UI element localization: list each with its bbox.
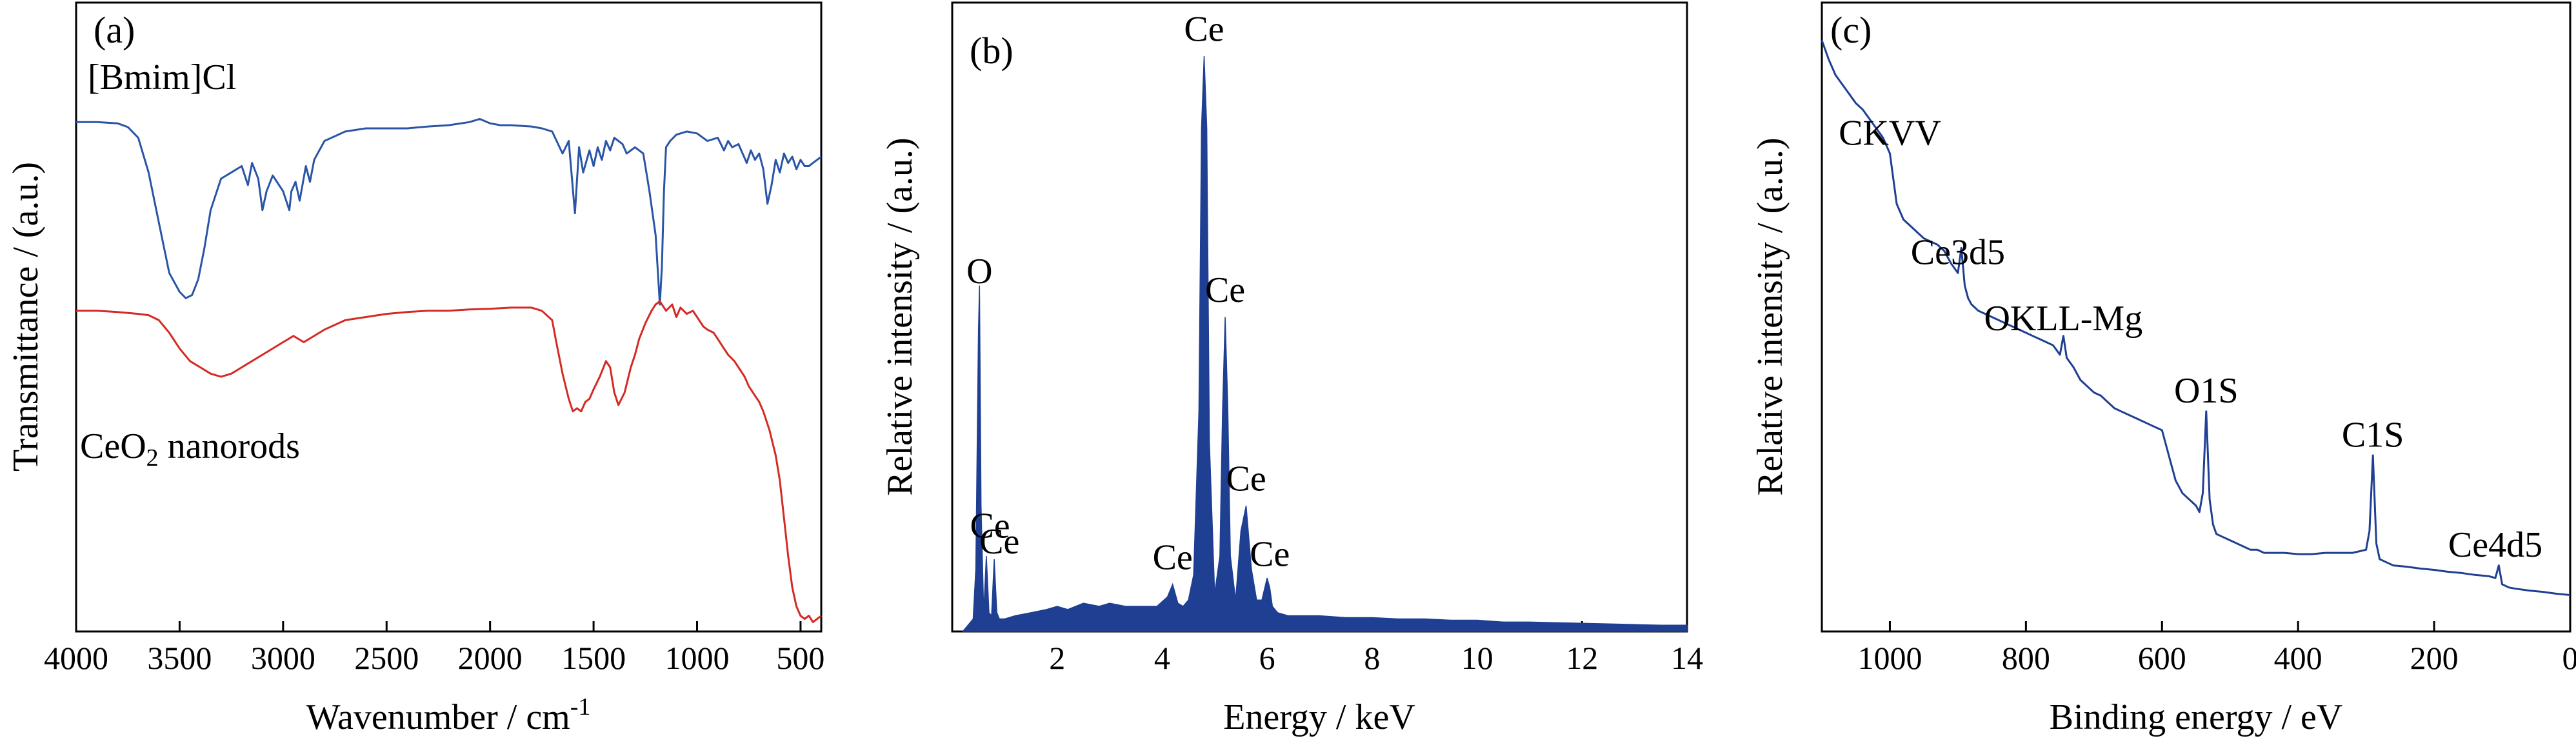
panel-b-x-tick-label-0: 2 xyxy=(1049,640,1065,676)
panel-c-label: (c) xyxy=(1830,9,1872,51)
panel-c-x-tick-label-1: 800 xyxy=(2002,640,2050,676)
panel-b-frame xyxy=(951,1,1688,633)
panel-a-series xyxy=(76,117,822,623)
panel-c-x-tick-label-2: 600 xyxy=(2138,640,2186,676)
series-label-ceo2: CeO2 nanorods xyxy=(80,426,300,472)
panel-c-x-tick-label-5: 0 xyxy=(2562,640,2576,676)
panel-a-x-tick-label-0: 4000 xyxy=(44,640,108,676)
panel-b-annotation-5: Ce xyxy=(1205,270,1245,310)
series-label-bmimcl: [Bmim]Cl xyxy=(88,57,236,97)
panel-c-x-tick-label-0: 1000 xyxy=(1857,640,1922,676)
panel-c-annotation-3: O1S xyxy=(2174,371,2239,411)
panel-b-x-tick-label-4: 10 xyxy=(1461,640,1493,676)
panel-a: (a) [Bmim]Cl CeO2 nanorods 4000 3500 3000 2… xyxy=(6,1,824,737)
panel-a-x-tick-label-3: 2500 xyxy=(354,640,419,676)
panel-c-x-tick-label-3: 400 xyxy=(2274,640,2322,676)
panel-a-x-axis-label: Wavenumber / cm-1 xyxy=(306,693,591,737)
panel-a-x-tick-label-1: 3500 xyxy=(147,640,212,676)
panel-b-annotation-4: Ce xyxy=(1184,9,1224,49)
panel-c: (c) 1000 800 600 400 200 0 CKVV Ce3d5 OKLL-Mg O1… xyxy=(1750,1,2576,737)
panel-c-series-0 xyxy=(1821,39,2571,596)
panel-a-x-tick-label-4: 2000 xyxy=(458,640,523,676)
panel-a-x-tick-label-7: 500 xyxy=(776,640,824,676)
panel-c-annotation-2: OKLL-Mg xyxy=(1984,299,2142,339)
panel-c-annotation-0: CKVV xyxy=(1839,113,1941,153)
panel-c-x-ticks: 1000 800 600 400 200 0 xyxy=(1857,621,2576,676)
panel-c-y-axis-label: Relative intensity / (a.u.) xyxy=(1750,137,1790,495)
panel-b-x-tick-label-3: 8 xyxy=(1364,640,1380,676)
panel-b-x-axis-label: Energy / keV xyxy=(1223,697,1415,737)
series-label-ceo2-sub: 2 xyxy=(146,444,159,472)
panel-b-y-axis-label: Relative intensity / (a.u.) xyxy=(880,137,920,495)
panel-b-annotation-2: Ce xyxy=(979,522,1019,562)
panel-c-annotation-4: C1S xyxy=(2342,415,2404,455)
panel-a-series-0 xyxy=(76,117,822,306)
panel-b-label: (b) xyxy=(970,30,1013,72)
panel-a-x-tick-label-6: 1000 xyxy=(665,640,730,676)
panel-a-x-axis-label-text: Wavenumber / cm xyxy=(306,697,570,737)
panel-a-x-tick-label-2: 3000 xyxy=(251,640,315,676)
panel-b-annotation-6: Ce xyxy=(1226,459,1266,499)
panel-b-annotation-3: Ce xyxy=(1153,537,1193,577)
series-label-ceo2-base: CeO xyxy=(80,426,146,466)
series-label-ceo2-rest: nanorods xyxy=(159,426,300,466)
panel-b-x-tick-label-5: 12 xyxy=(1566,640,1598,676)
panel-c-series xyxy=(1821,39,2571,596)
panel-c-x-tick-label-4: 200 xyxy=(2410,640,2459,676)
panel-c-x-axis-label: Binding energy / eV xyxy=(2050,697,2343,737)
panel-c-annotation-5: Ce4d5 xyxy=(2448,525,2542,565)
panel-c-annotation-1: Ce3d5 xyxy=(1911,233,2005,273)
panel-a-x-tick-label-5: 1500 xyxy=(561,640,626,676)
panel-b-series-0 xyxy=(961,55,1688,632)
panel-b-x-tick-label-2: 6 xyxy=(1259,640,1275,676)
panel-c-frame xyxy=(1821,1,2571,633)
panel-a-frame xyxy=(75,1,823,633)
panel-b-series xyxy=(961,55,1688,632)
panel-b-x-tick-label-6: 14 xyxy=(1671,640,1703,676)
panel-a-x-axis-label-sup: -1 xyxy=(570,693,591,720)
panel-a-series-1 xyxy=(76,300,822,623)
panel-a-label: (a) xyxy=(94,9,135,51)
panel-c-annotations: CKVV Ce3d5 OKLL-Mg O1S C1S Ce4d5 xyxy=(1839,113,2542,565)
panel-b-x-tick-label-1: 4 xyxy=(1154,640,1170,676)
panel-b-annotation-1: Ce xyxy=(970,506,1010,546)
panel-a-y-axis-label: Transmittance / (a.u.) xyxy=(6,162,46,472)
panel-b-annotation-0: O xyxy=(966,252,992,292)
panel-a-x-ticks: 4000 3500 3000 2500 2000 1500 1000 500 xyxy=(44,621,824,676)
panel-b-annotation-7: Ce xyxy=(1250,535,1290,575)
